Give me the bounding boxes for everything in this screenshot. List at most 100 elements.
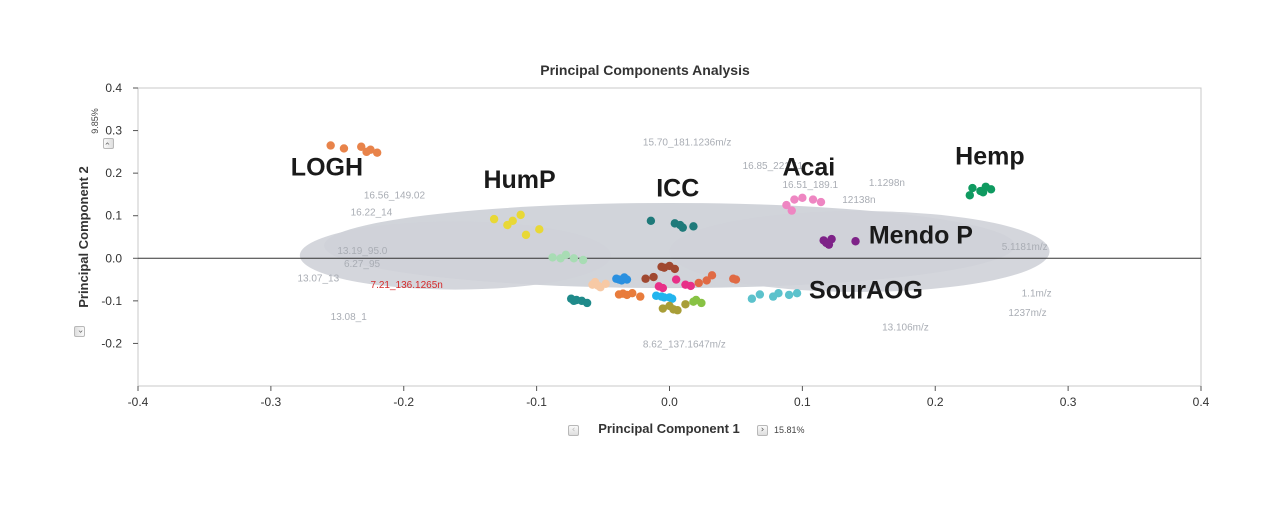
data-point-group-16[interactable] — [694, 278, 703, 288]
data-point-souraog[interactable] — [747, 294, 757, 303]
y-axis-label: Principal Component 2 — [76, 166, 91, 308]
data-point-acai[interactable] — [816, 197, 826, 207]
data-point-group-2[interactable] — [548, 253, 557, 262]
data-point-hump[interactable] — [535, 225, 544, 234]
data-point-acai[interactable] — [790, 195, 799, 204]
y-tick-label: 0.3 — [105, 124, 122, 138]
data-point-acai[interactable] — [782, 200, 791, 210]
feature-label: 16.85_221.11 — [743, 161, 804, 172]
data-point-logh[interactable] — [372, 148, 382, 157]
group-label-hemp: Hemp — [955, 143, 1024, 171]
x-tick-label: 0.0 — [661, 395, 678, 409]
data-point-souraog[interactable] — [774, 288, 783, 298]
data-point-group-14[interactable] — [671, 275, 681, 284]
data-point-group-2[interactable] — [556, 254, 565, 263]
data-point-acai[interactable] — [808, 195, 818, 204]
data-point-group-10[interactable] — [622, 275, 632, 284]
data-point-icc[interactable] — [689, 222, 698, 231]
data-point-group-2[interactable] — [569, 254, 579, 263]
data-point-logh[interactable] — [357, 142, 366, 151]
data-point-icc[interactable] — [675, 220, 685, 230]
x-next-component-button[interactable]: › — [757, 425, 768, 436]
data-point-group-8[interactable] — [569, 296, 579, 306]
data-point-group-12[interactable] — [641, 274, 650, 283]
data-point-group-14[interactable] — [658, 283, 668, 293]
data-point-hump[interactable] — [489, 214, 499, 224]
y-next-component-button[interactable]: › — [103, 138, 114, 149]
data-points[interactable] — [326, 141, 996, 315]
group-label-logh: LOGH — [291, 153, 363, 181]
data-point-group-15[interactable] — [658, 304, 668, 313]
feature-label: 1.1298n — [869, 178, 905, 189]
data-point-logh[interactable] — [326, 141, 335, 150]
x-prev-component-button[interactable]: ‹ — [568, 425, 579, 436]
data-point-logh[interactable] — [362, 147, 371, 157]
feature-label: 16.51_189.1 — [782, 180, 838, 191]
data-point-acai[interactable] — [787, 206, 796, 215]
x-axis-label: Principal Component 1 — [598, 421, 740, 436]
y-tick-label: 0.4 — [105, 81, 122, 95]
data-point-group-11[interactable] — [636, 292, 645, 301]
y-tick-label: -0.1 — [101, 294, 122, 308]
data-point-mendo-p[interactable] — [822, 238, 831, 248]
data-point-group-12[interactable] — [649, 272, 658, 282]
data-point-hemp[interactable] — [965, 191, 974, 200]
data-point-group-14[interactable] — [686, 281, 695, 291]
data-point-group-12[interactable] — [659, 263, 669, 272]
data-point-hemp[interactable] — [978, 188, 988, 197]
feature-label: 8.62_137.1647m/z — [643, 340, 726, 351]
x-tick-label: 0.3 — [1060, 395, 1077, 409]
data-point-group-10[interactable] — [614, 275, 624, 284]
data-point-group-16[interactable] — [731, 275, 741, 284]
data-point-group-15[interactable] — [669, 305, 678, 314]
data-point-logh[interactable] — [339, 144, 349, 153]
data-point-group-11[interactable] — [628, 288, 637, 298]
data-point-group-11[interactable] — [618, 289, 628, 298]
data-point-souraog[interactable] — [792, 288, 802, 298]
feature-label: 13.106m/z — [882, 323, 929, 334]
data-point-group-12[interactable] — [670, 264, 680, 274]
data-point-acai[interactable] — [798, 193, 807, 203]
group-label-icc: ICC — [656, 175, 699, 203]
x-tick-label: -0.2 — [393, 395, 414, 409]
data-point-group-17[interactable] — [691, 295, 701, 305]
data-point-group-15[interactable] — [681, 300, 690, 309]
group-labels: LOGH HumP ICC Acai Hemp Mendo P SourAOG — [291, 143, 1025, 305]
data-point-souraog[interactable] — [784, 290, 794, 300]
y-tick-label: 0.0 — [105, 251, 122, 265]
data-point-group-8[interactable] — [582, 298, 592, 308]
feature-label: 7.21_136.1265n — [371, 280, 443, 291]
data-point-group-13[interactable] — [667, 294, 677, 303]
data-point-hump[interactable] — [521, 230, 531, 240]
x-tick-label: 0.4 — [1193, 395, 1210, 409]
loadings-cloud-lobe — [669, 211, 1050, 292]
data-point-group-13[interactable] — [659, 293, 669, 302]
chart-title: Principal Components Analysis — [540, 62, 750, 78]
feature-label: 13.07_13 — [297, 274, 339, 285]
data-point-group-16[interactable] — [702, 276, 711, 285]
loadings-cloud — [299, 202, 1050, 292]
data-point-group-2[interactable] — [578, 255, 588, 265]
data-point-group-9[interactable] — [593, 281, 602, 290]
axes: -0.4 -0.3 -0.2 -0.1 0.0 0.1 0.2 0.3 0.4 -0.2 -0.1 0… — [101, 81, 1209, 409]
feature-label: 15.70_181.1236m/z — [643, 137, 731, 148]
feature-label: 16.56_149.02 — [364, 191, 426, 202]
y-prev-component-button[interactable]: › — [74, 326, 85, 337]
feature-label: 6.27_95 — [344, 259, 381, 270]
x-tick-label: -0.4 — [128, 395, 149, 409]
data-point-hump[interactable] — [508, 216, 517, 226]
data-point-hump[interactable] — [516, 210, 525, 220]
feature-label: 1237m/z — [1008, 308, 1046, 319]
data-point-icc[interactable] — [646, 216, 656, 226]
y-tick-label: 0.2 — [105, 166, 122, 180]
data-point-group-9[interactable] — [601, 279, 610, 289]
x-tick-label: 0.2 — [927, 395, 944, 409]
feature-label: 12138n — [842, 195, 875, 206]
data-point-hemp[interactable] — [968, 183, 977, 193]
group-label-acai: Acai — [782, 153, 835, 181]
data-point-mendo-p[interactable] — [851, 237, 860, 246]
data-point-group-16[interactable] — [707, 271, 717, 280]
data-point-hemp[interactable] — [986, 185, 996, 194]
data-point-souraog[interactable] — [755, 290, 765, 299]
